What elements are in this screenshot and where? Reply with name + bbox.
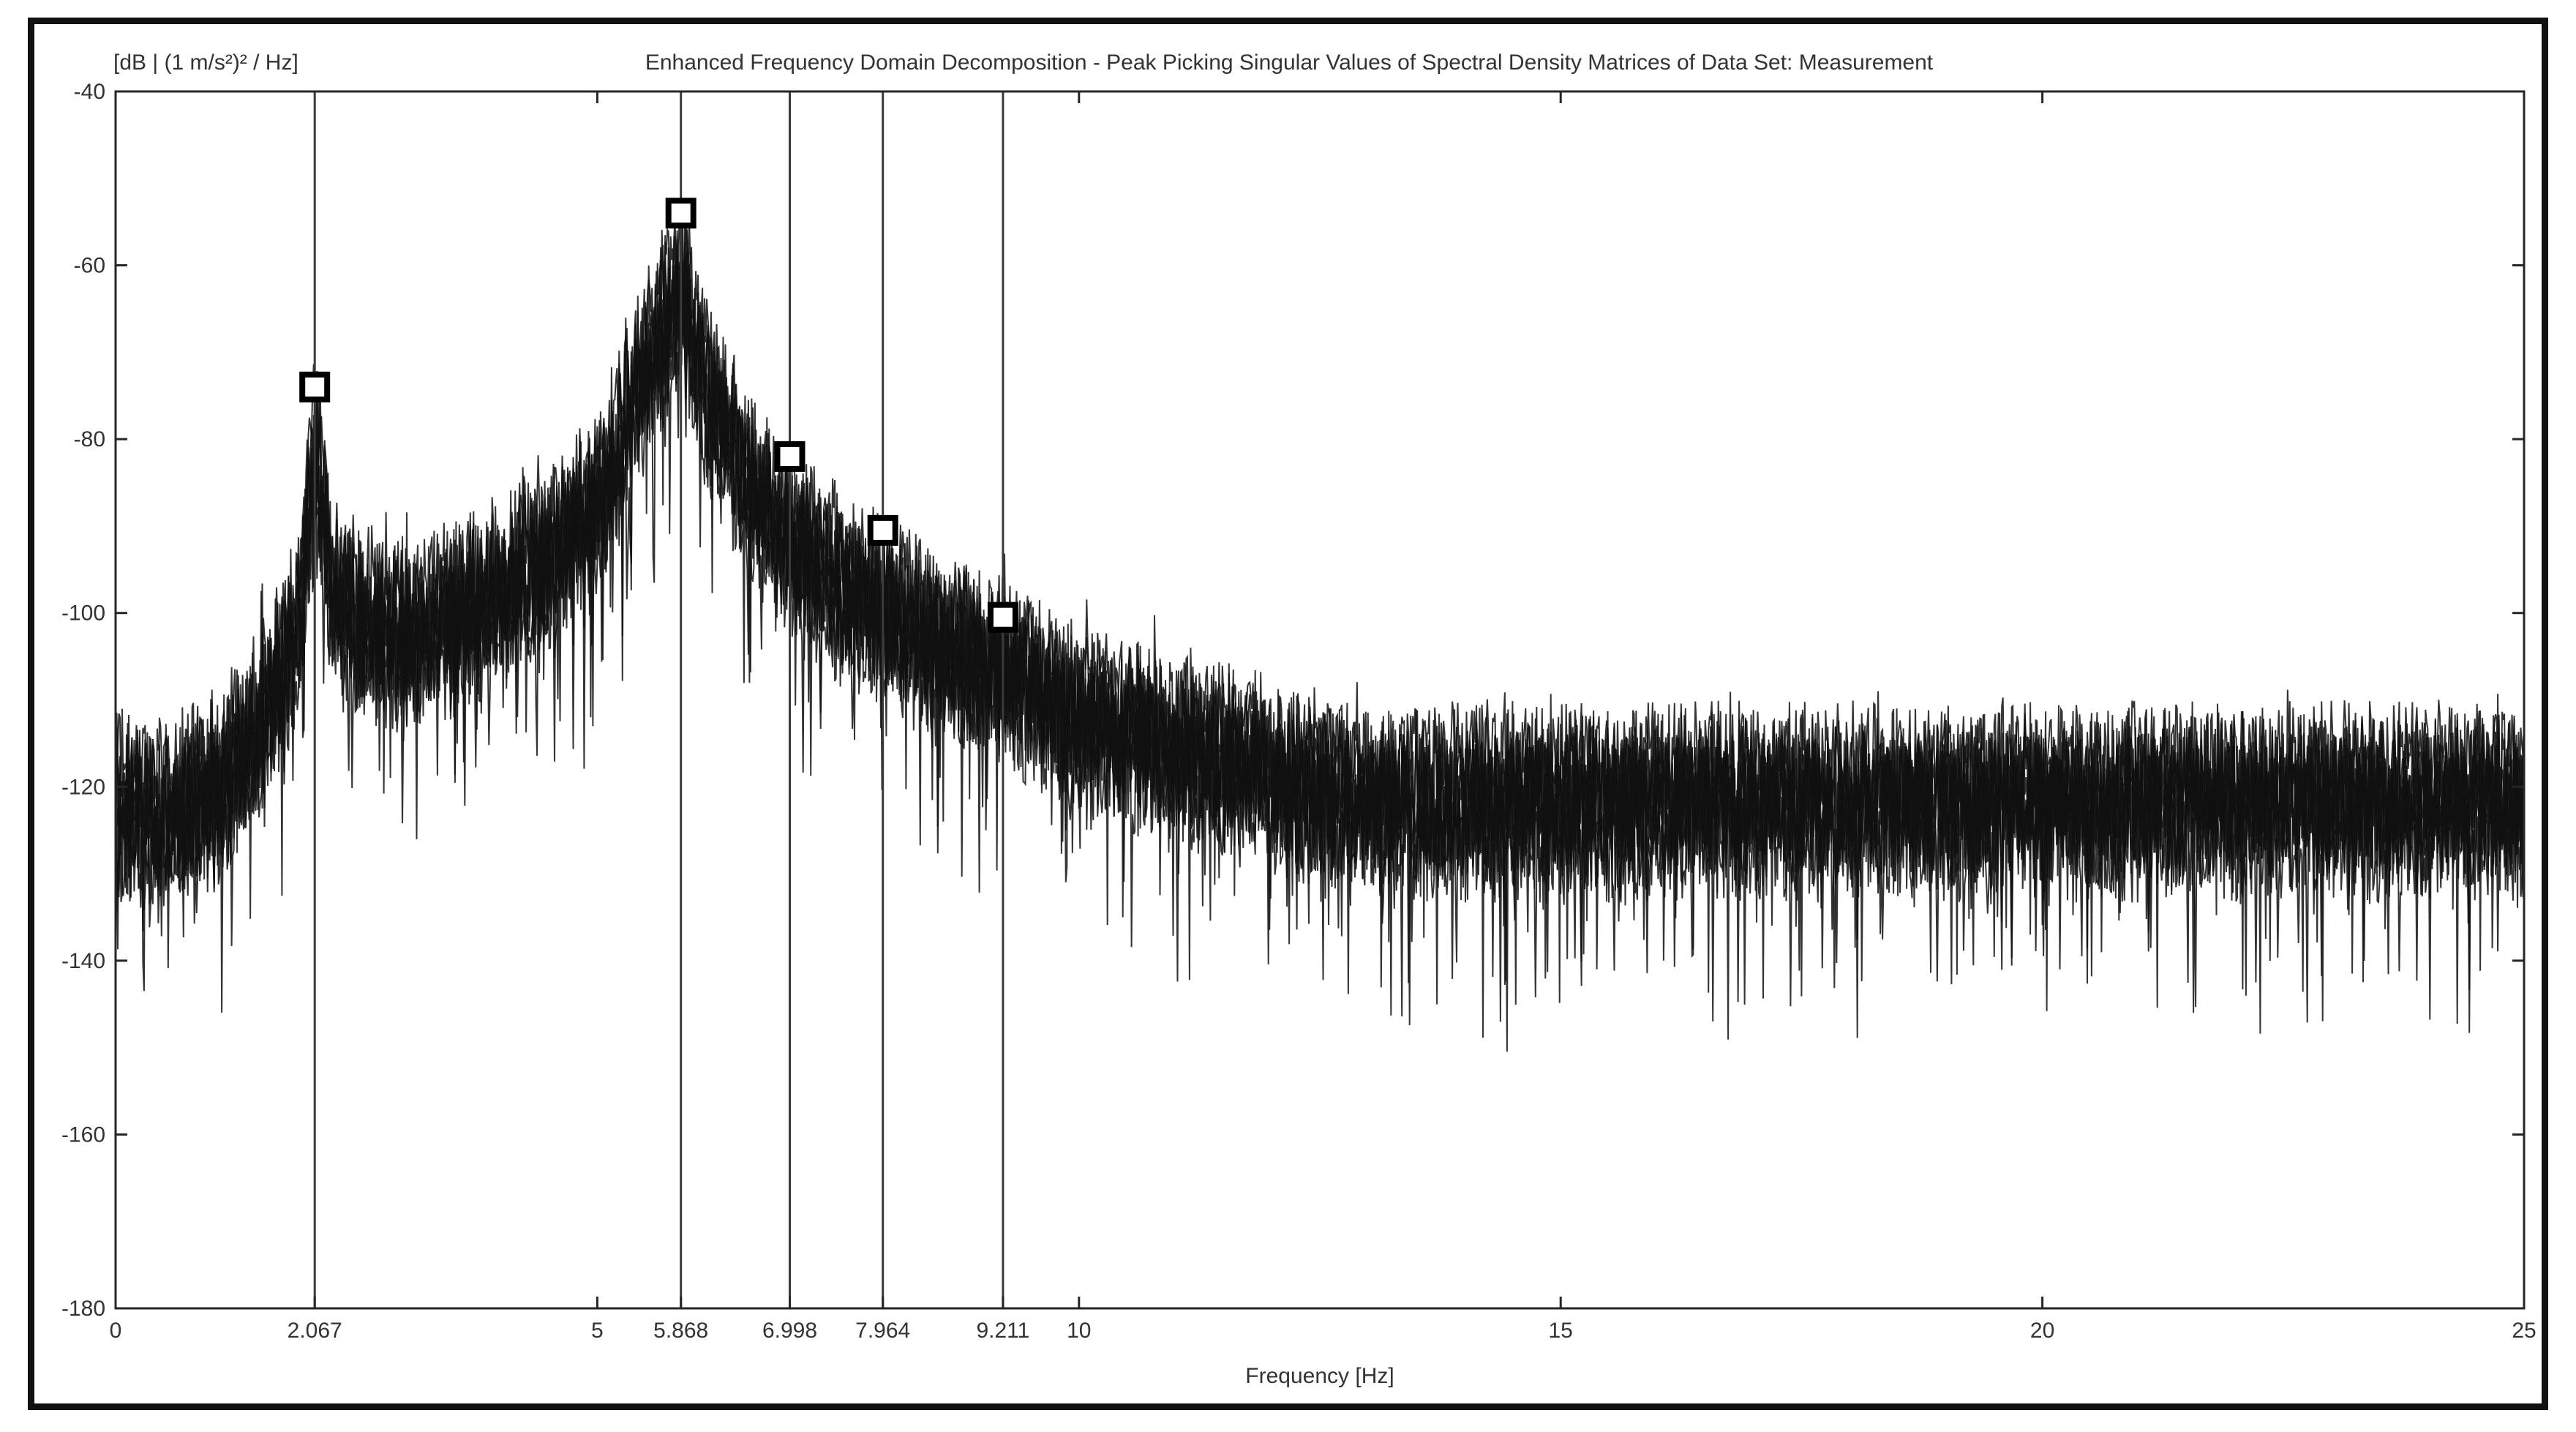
plot-axes-box (114, 90, 2526, 1310)
series-line-8 (116, 252, 2524, 1052)
y-tick-label: -80 (74, 427, 105, 451)
x-tick-label-peak: 9.211 (976, 1319, 1029, 1343)
y-tick-label: -120 (61, 775, 105, 799)
x-tick-label: 25 (2512, 1319, 2536, 1343)
y-tick-label: -60 (74, 254, 105, 278)
y-tick-label: -100 (61, 601, 105, 626)
x-tick-label: 20 (2030, 1319, 2054, 1343)
x-tick-label-peak: 5.868 (653, 1319, 708, 1343)
peak-marker-2 (665, 198, 696, 229)
peak-lines-group (313, 91, 1005, 1308)
peak-markers-group (299, 198, 1018, 633)
y-ticks: -40 -60 -80 -100 -120 -140 -160 -180 (61, 80, 2524, 1321)
x-tick-label-peak: 6.998 (762, 1319, 817, 1343)
x-tick-label: 0 (110, 1319, 122, 1343)
y-tick-label: -40 (74, 80, 105, 104)
series-group (116, 203, 2524, 1052)
y-tick-label: -160 (61, 1122, 105, 1147)
peak-marker-1 (299, 371, 331, 402)
x-axis-label: Frequency [Hz] (1245, 1364, 1394, 1388)
x-tick-label-peak: 7.964 (855, 1319, 910, 1343)
y-tick-label: -140 (61, 949, 105, 973)
x-tick-label: 5 (591, 1319, 604, 1343)
x-tick-label: 15 (1549, 1319, 1573, 1343)
x-tick-label-peak: 2.067 (288, 1319, 342, 1343)
peak-marker-5 (987, 601, 1018, 633)
peak-marker-4 (867, 514, 898, 546)
y-tick-label: -180 (61, 1297, 105, 1321)
x-tick-label: 10 (1067, 1319, 1091, 1343)
peak-marker-3 (774, 441, 806, 472)
x-ticks: 0 5 10 15 20 25 2.067 5.868 6.998 7.964 9.211 (110, 91, 2536, 1343)
y-axis-label: [dB | (1 m/s²)² / Hz] (113, 50, 298, 75)
chart-title: Enhanced Frequency Domain Decomposition … (645, 50, 1934, 75)
